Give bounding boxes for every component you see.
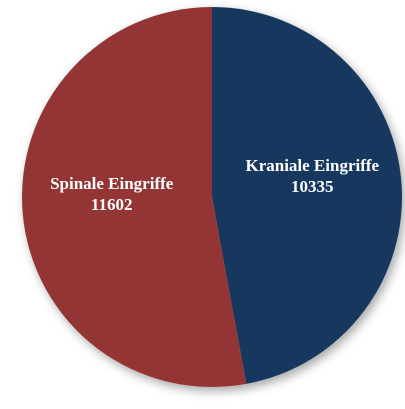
pie-slice xyxy=(22,7,247,387)
pie xyxy=(22,7,402,387)
pie-slice xyxy=(212,7,402,384)
slice-label: Spinale Eingriffe 11602 xyxy=(42,173,182,215)
value-label: 11602 xyxy=(90,195,133,215)
category-label: Spinale Eingriffe xyxy=(50,174,174,194)
slice-label: Kraniale Eingriffe 10335 xyxy=(242,155,382,197)
value-label: 10335 xyxy=(291,176,334,196)
category-label: Kraniale Eingriffe xyxy=(245,155,380,175)
